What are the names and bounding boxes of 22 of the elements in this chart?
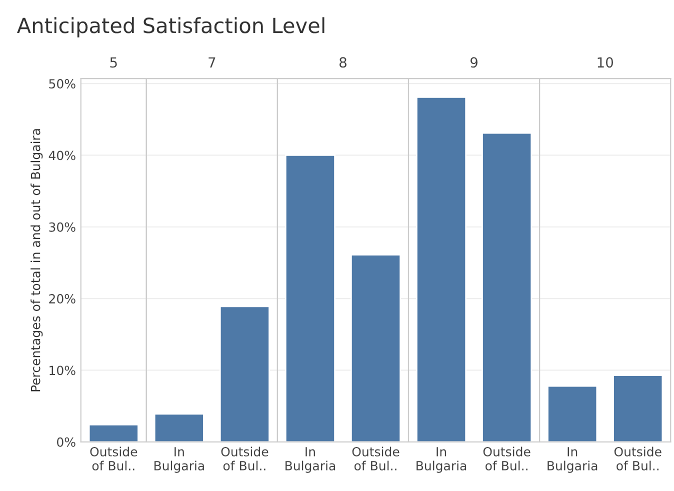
chart-title: 9 xyxy=(470,57,478,68)
x-tick-label: In Bulgaria xyxy=(154,447,204,473)
chart-title: 8 xyxy=(340,57,346,68)
x-tick-label: Outside of Bul.. xyxy=(352,446,400,470)
x-tick-label: In Bulgaria xyxy=(286,447,336,473)
x-tick-label: Outside of Bul.. xyxy=(90,446,138,470)
y-axis-title: Percentages of total in and out of Bulgaira xyxy=(30,129,43,392)
y-tick-label: 50% xyxy=(49,79,76,89)
x-tick-label: Outside of Bul.. xyxy=(614,446,662,470)
y-tick-label: 0% xyxy=(57,437,76,447)
x-tick-label: In Bulgaria xyxy=(548,447,598,473)
x-tick-label: Outside of Bul.. xyxy=(221,446,268,470)
y-tick-label: 40% xyxy=(48,150,76,160)
chart-title: 7 xyxy=(208,57,216,68)
y-tick-label: 20% xyxy=(49,294,76,304)
chart-title: 5 xyxy=(110,57,117,68)
chart-title: 10 xyxy=(598,57,614,68)
x-tick-label: In Bulgaria xyxy=(416,447,466,473)
y-tick-label: 30% xyxy=(49,222,76,232)
y-tick-label: 10% xyxy=(50,366,76,376)
text: Anticipated Satisfaction Level xyxy=(17,17,324,38)
x-tick-label: Outside of Bul.. xyxy=(483,446,530,470)
